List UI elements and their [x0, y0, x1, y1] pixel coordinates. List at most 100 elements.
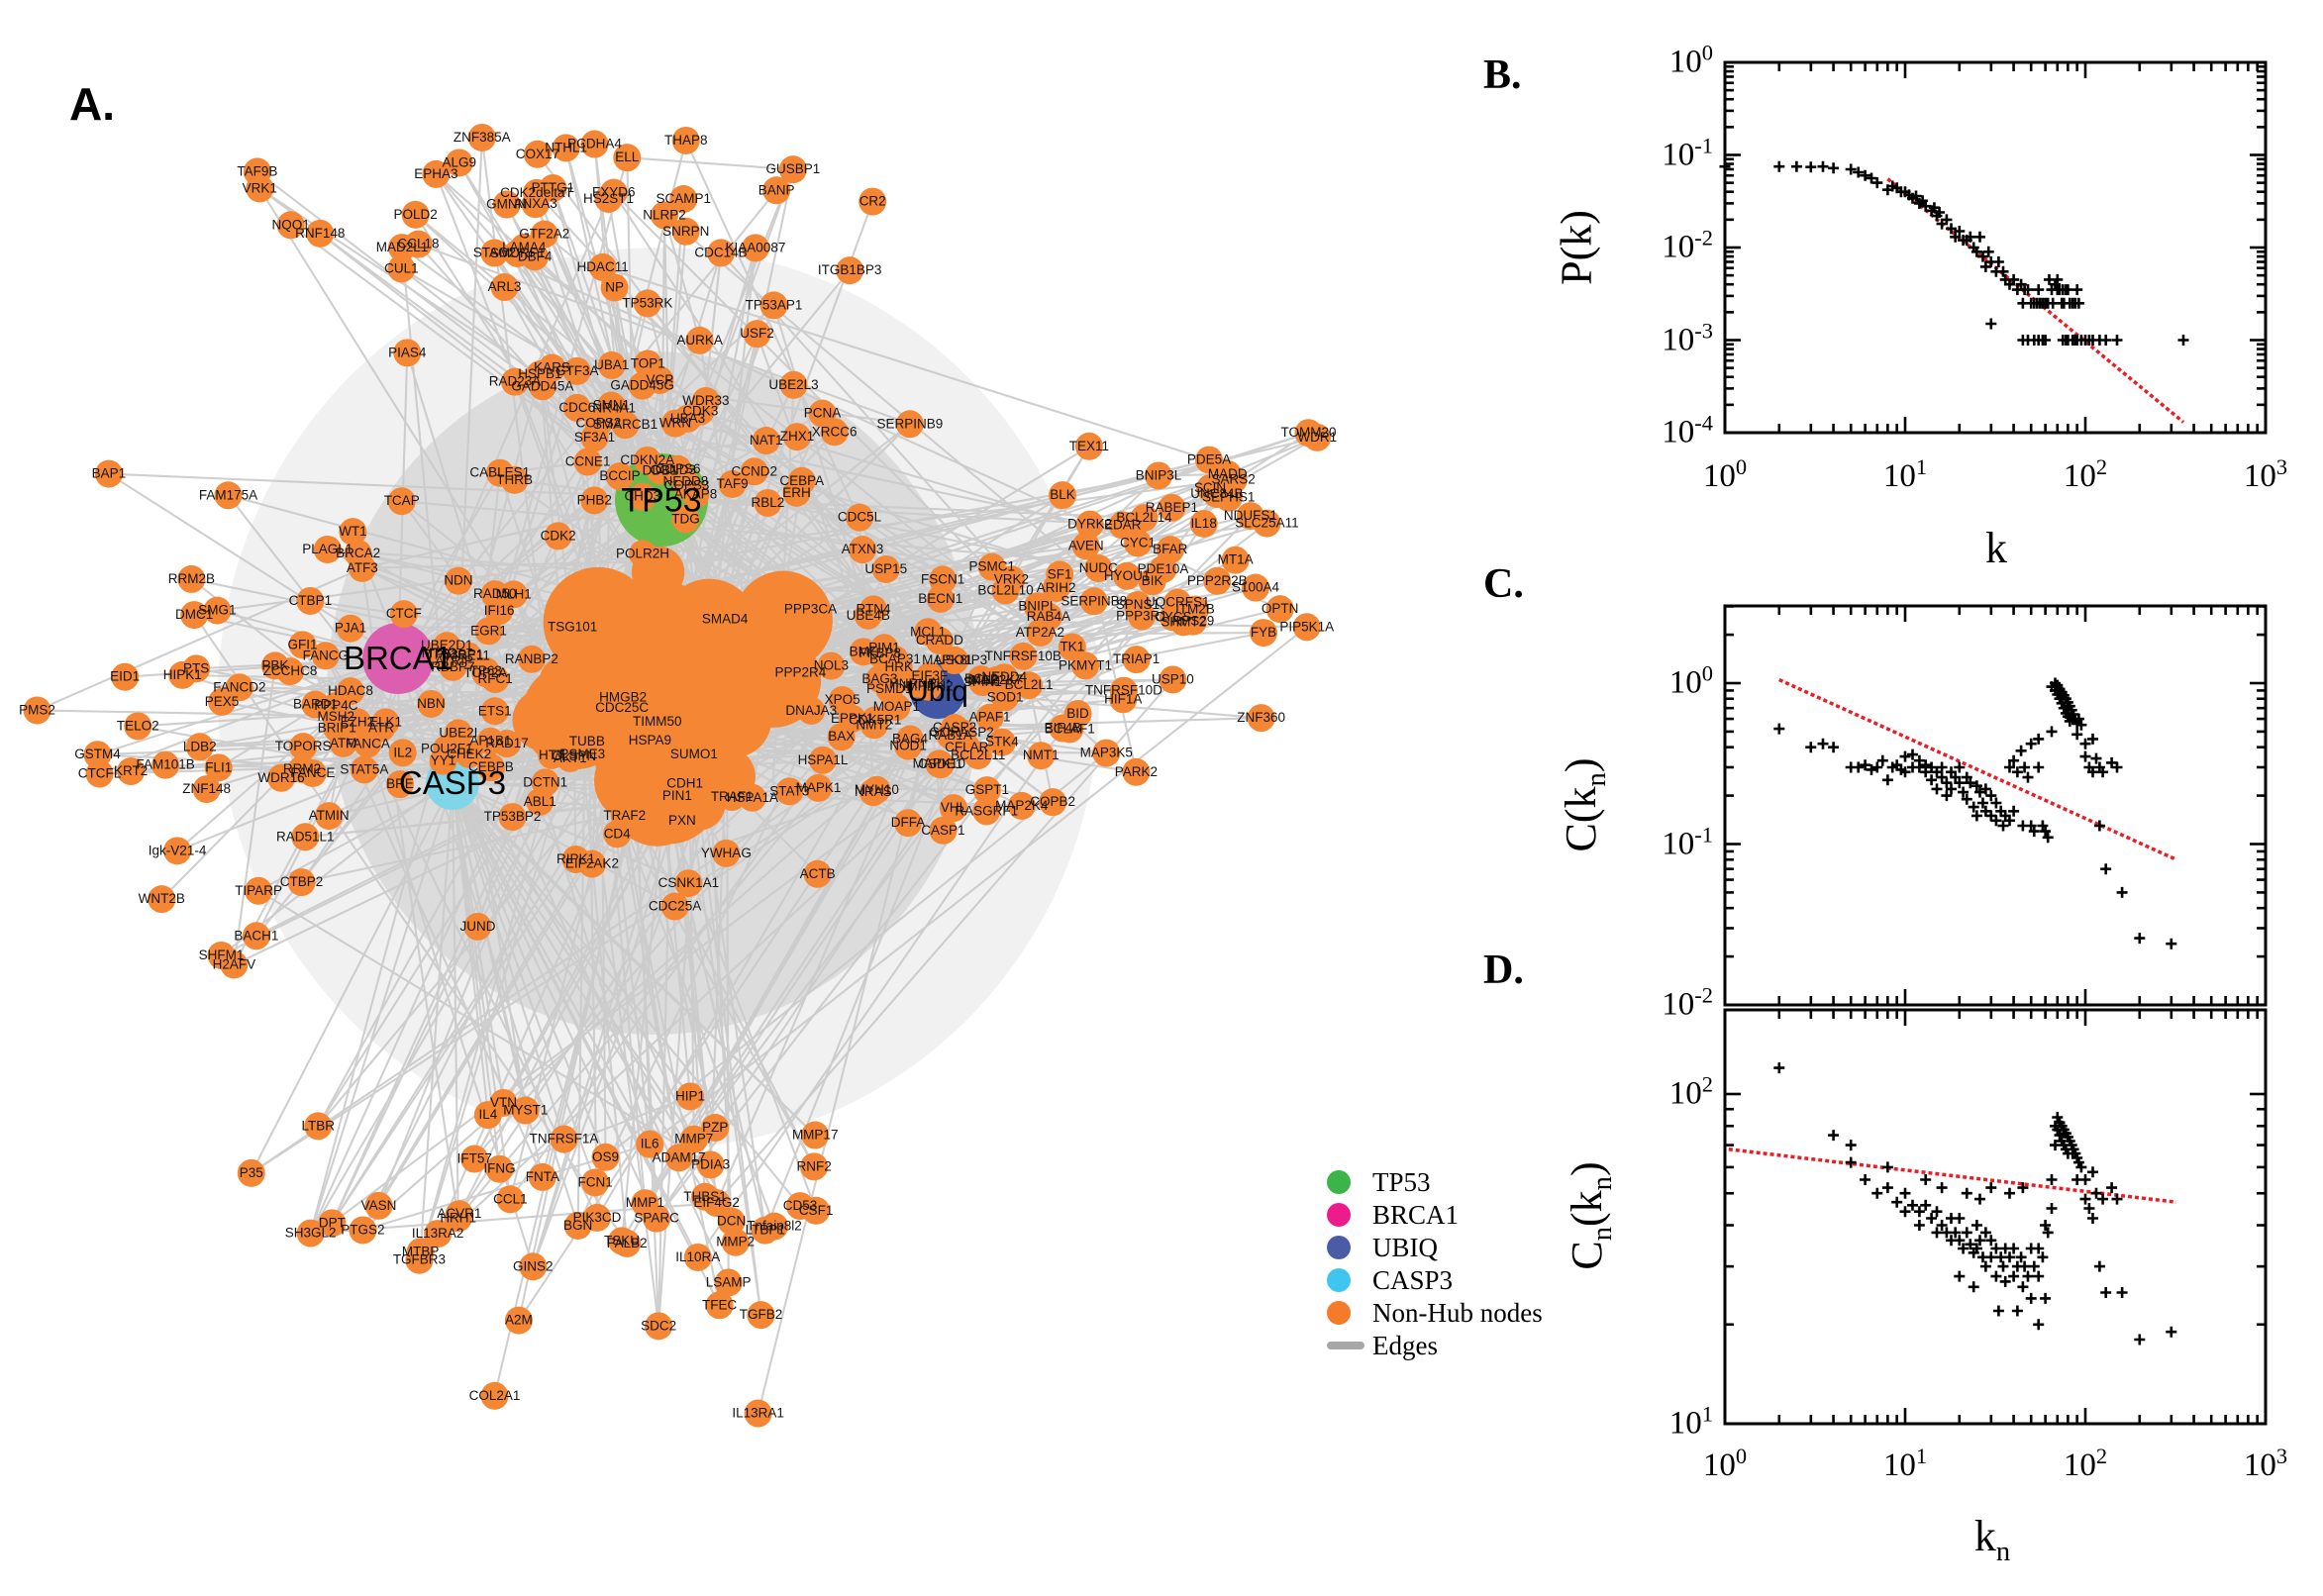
network-node [260, 651, 289, 680]
network-node [350, 755, 378, 784]
network-node [558, 613, 587, 642]
network-node-labels: TP53RK KIAA0087 THAP8 CDC14B NTHL1 VRK1 GTF2A2… [19, 130, 1337, 1421]
network-node [611, 411, 640, 440]
svg-text:HTT: HTT [539, 748, 564, 762]
svg-text:BFAR: BFAR [1153, 542, 1188, 556]
y-tick-label: 10-1 [1662, 132, 1713, 172]
svg-text:SCIN: SCIN [1194, 480, 1226, 495]
network-node [1092, 739, 1121, 767]
svg-text:BID: BID [1066, 706, 1089, 721]
network-node [926, 584, 955, 613]
network-node [124, 712, 152, 741]
svg-text:LAMA4: LAMA4 [502, 240, 547, 254]
network-node [1247, 704, 1275, 733]
network-node [1265, 595, 1294, 624]
network-node [858, 778, 887, 807]
network-node [1221, 546, 1250, 574]
svg-text:CFLAR: CFLAR [945, 740, 989, 754]
network-node [480, 239, 509, 267]
svg-text:ELL: ELL [615, 150, 640, 164]
network-node [787, 466, 816, 495]
network-node [645, 1312, 673, 1341]
network-node [721, 1228, 750, 1256]
network-node [752, 427, 780, 455]
network-node [476, 753, 505, 782]
x-axis-label-b: k [1985, 524, 2007, 572]
network-node [1063, 700, 1092, 729]
network-node [1039, 788, 1067, 817]
svg-text:IL18: IL18 [1191, 516, 1217, 531]
network-node [185, 733, 214, 761]
network-node [348, 553, 376, 582]
network-node [424, 1220, 453, 1248]
network-node [313, 535, 342, 563]
svg-text:RTN4: RTN4 [857, 601, 892, 616]
svg-text:FANCG: FANCG [303, 648, 350, 662]
svg-text:TP53RK: TP53RK [622, 295, 672, 310]
svg-text:CDK3: CDK3 [682, 404, 718, 419]
svg-text:MLH1: MLH1 [496, 586, 532, 601]
svg-text:IL6: IL6 [641, 1137, 659, 1151]
network-node [975, 703, 1004, 732]
network-nodes [23, 123, 1332, 1428]
legend: TP53 BRCA1 UBIQ CASP3 Non-Hub nodes Edge… [1327, 1167, 1543, 1360]
network-node [568, 741, 597, 769]
svg-text:MMP1: MMP1 [626, 1195, 664, 1210]
svg-text:HSPA1L: HSPA1L [798, 752, 849, 767]
svg-text:PSMD1: PSMD1 [866, 681, 913, 696]
network-node [608, 693, 637, 722]
svg-text:EIF4B: EIF4B [1045, 721, 1082, 736]
network-node [1250, 619, 1278, 648]
svg-text:FAM175A: FAM175A [199, 487, 257, 502]
svg-text:EDAR: EDAR [1104, 517, 1142, 532]
network-node [696, 1150, 725, 1179]
svg-text:TP53AP1: TP53AP1 [746, 297, 803, 312]
network-node [242, 922, 270, 950]
network-node [747, 1301, 775, 1330]
network-node [1159, 665, 1187, 694]
network-node [349, 1216, 377, 1245]
svg-text:VASN: VASN [361, 1198, 397, 1213]
svg-text:P35: P35 [240, 1165, 263, 1180]
legend-label: BRCA1 [1372, 1199, 1460, 1230]
network-node [580, 486, 609, 515]
svg-text:WT1: WT1 [339, 524, 367, 539]
svg-text:TNFRSF1A: TNFRSF1A [530, 1132, 599, 1147]
network-node [476, 727, 505, 755]
network-node [671, 505, 700, 534]
x-axis-label-d: kn [1973, 1512, 2011, 1567]
y-tick-label: 10-2 [1662, 225, 1713, 265]
panel-c-label: C. [1483, 561, 1524, 607]
svg-text:CCL1: CCL1 [493, 1191, 528, 1206]
network-node [987, 728, 1016, 756]
network-node [530, 220, 558, 249]
network-node [1292, 613, 1321, 642]
svg-text:RIPK1: RIPK1 [556, 851, 595, 866]
network-node [298, 758, 327, 787]
svg-text:ARL3: ARL3 [488, 279, 522, 294]
svg-text:ATF3: ATF3 [347, 560, 378, 575]
svg-text:EPPK1: EPPK1 [831, 711, 874, 726]
network-node [322, 692, 351, 721]
svg-text:WDR16: WDR16 [257, 770, 304, 785]
svg-text:NDUFS1: NDUFS1 [1224, 508, 1277, 523]
network-node [894, 809, 923, 838]
svg-text:SMAD4: SMAD4 [702, 612, 749, 627]
svg-text:ATMIN: ATMIN [309, 808, 350, 823]
network-node [801, 1121, 830, 1149]
network-node [651, 201, 679, 230]
network-node [679, 740, 708, 768]
svg-text:EID1: EID1 [110, 669, 140, 684]
svg-text:PKMYT1: PKMYT1 [1059, 657, 1112, 672]
svg-text:RAD51L1: RAD51L1 [276, 829, 335, 844]
svg-text:MMP7: MMP7 [674, 1132, 713, 1147]
svg-text:BRCA2: BRCA2 [336, 546, 380, 560]
svg-text:TP53BP2: TP53BP2 [484, 809, 542, 824]
svg-text:USP10: USP10 [1152, 671, 1194, 686]
svg-text:WDR33: WDR33 [682, 393, 729, 408]
svg-text:GTF2A2: GTF2A2 [519, 227, 569, 242]
svg-text:XRCC6: XRCC6 [812, 424, 858, 439]
network-node [539, 174, 567, 203]
network-node [660, 892, 689, 921]
